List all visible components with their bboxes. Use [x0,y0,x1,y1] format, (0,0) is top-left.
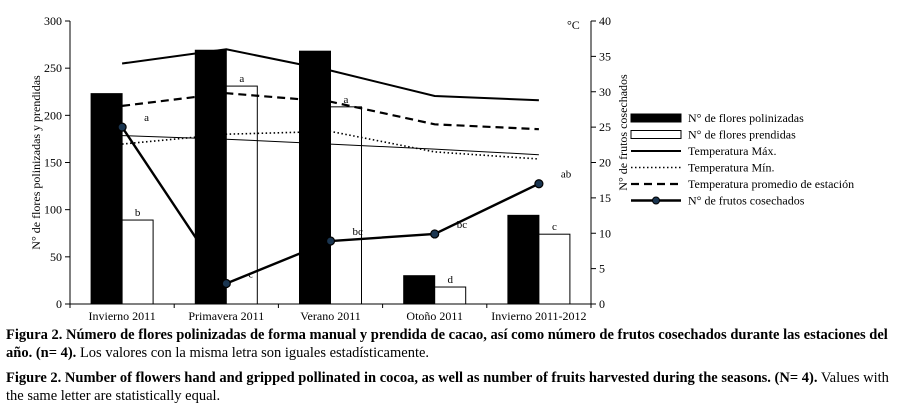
x-tick-label: Verano 2011 [300,309,361,323]
fruits-marker [534,179,544,189]
temp-min-line [122,130,539,160]
left-tick-label: 150 [44,156,62,170]
bar-significance-label: b [135,207,141,219]
legend-marker-fruits [652,196,660,205]
caption-english: Figure 2. Number of flowers hand and gri… [6,369,896,405]
bar-significance-label: d [447,274,453,286]
right-tick-label: 0 [599,297,605,311]
bar-polinizadas [403,275,436,305]
bar-significance-label: c [552,221,557,233]
legend-label: N° de flores polinizadas [688,111,804,125]
temp-max-line [121,48,539,102]
left-tick-label: 250 [44,61,62,75]
temp-avg-line [121,92,539,131]
legend: N° de flores polinizadas N° de flores pre… [630,111,854,208]
fruits-significance-label: c [248,268,253,280]
fruits-significance-label: bc [457,219,468,231]
legend-label: Temperatura promedio de estación [688,177,854,191]
legend-label: Temperatura Máx. [688,144,776,158]
legend-swatch-polinizadas [630,113,682,123]
bar-polinizadas [507,214,540,305]
right-tick-label: 20 [599,156,611,170]
right-axis-title: N° de frutos cosechados [616,74,630,191]
caption-english-normal: Values with the same letter are statisti… [6,370,889,404]
right-tick-label: 40 [599,14,611,28]
fruits-marker [325,236,336,246]
bar-polinizadas [90,93,123,305]
bar-line-chart: b a a d c a c bc bc ab 0 50 100 150 200 250 300 0 5 10 15 2… [29,14,854,323]
thin-temperature-line [122,135,539,156]
bar-polinizadas [299,50,331,305]
caption-english-bold: Figure 2. Number of flowers hand and gri… [6,370,818,386]
left-tick-label: 50 [50,250,62,264]
right-tick-label: 35 [599,49,611,63]
caption-spanish-bold: Figura 2. Número de flores polinizadas d… [6,327,888,361]
legend-label: N° de frutos cosechados [688,194,805,208]
legend-label: Temperatura Mín. [688,161,774,175]
bar-prendidas [434,286,467,305]
fruits-significance-label: ab [561,169,572,181]
legend-swatch-prendidas [630,130,682,139]
bar-prendidas [225,85,258,305]
fruits-marker [221,278,231,289]
bar-prendidas [330,106,362,305]
x-tick-label: Otoño 2011 [406,309,463,323]
left-tick-label: 100 [44,203,62,217]
x-tick-label: Invierno 2011-2012 [491,309,586,323]
caption-spanish: Figura 2. Número de flores polinizadas d… [6,326,896,362]
right-tick-label: 30 [599,85,611,99]
bar-layer: b a a d c [90,49,571,305]
right-tick-label: 10 [599,226,611,240]
x-tick-label: Invierno 2011 [88,309,155,323]
left-tick-label: 200 [44,108,62,122]
fruits-significance-label: bc [353,226,364,238]
bar-prendidas [538,233,571,305]
right-tick-label: 15 [599,191,611,205]
left-tick-label: 300 [44,14,62,28]
right-tick-label: 25 [599,120,611,134]
left-axis-title: N° de flores polinizadas y prendidas [29,75,43,250]
fruits-significance-label: a [144,112,149,124]
right-axis-unit: °C [567,18,580,32]
fruits-marker [430,229,440,239]
axes-layer: 0 50 100 150 200 250 300 0 5 10 15 20 25 30 35 40 Invier… [29,14,630,323]
left-tick-label: 0 [56,297,62,311]
fruits-marker [117,122,127,132]
legend-label: N° de flores prendidas [688,128,796,142]
x-tick-label: Primavera 2011 [188,309,264,323]
bar-prendidas [121,219,154,305]
bar-polinizadas [194,49,227,305]
right-tick-label: 5 [599,262,605,276]
bar-significance-label: a [239,73,244,85]
caption-spanish-normal: Los valores con la misma letra son igual… [76,345,430,361]
bar-significance-label: a [344,94,349,106]
